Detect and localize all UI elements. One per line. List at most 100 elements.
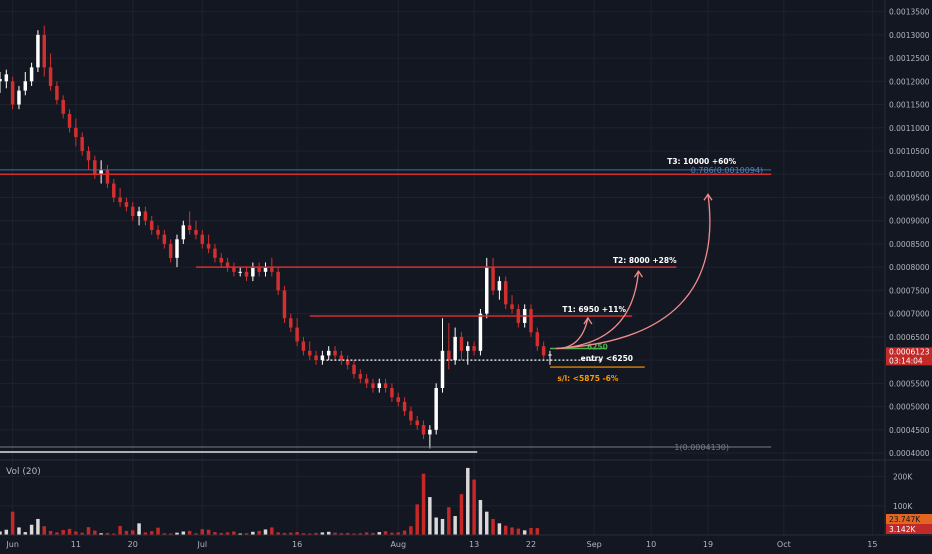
entry-label: entry <6250 xyxy=(581,354,633,363)
candle-body xyxy=(301,341,306,351)
time-tick-label: 15 xyxy=(867,540,877,549)
level-6250-label: 6250 xyxy=(587,342,608,351)
candle-body xyxy=(4,74,9,82)
candle-body xyxy=(219,257,223,263)
time-tick-label: Aug xyxy=(390,540,406,549)
price-tick-label: 0.0004000 xyxy=(889,449,930,458)
volume-bar xyxy=(86,527,91,535)
candle-body xyxy=(453,336,457,361)
time-tick-label: 11 xyxy=(71,540,81,549)
volume-bar xyxy=(345,532,350,535)
candle-body xyxy=(491,267,495,291)
candle-body xyxy=(162,234,167,244)
volume-bar xyxy=(314,532,318,535)
candle-body xyxy=(289,318,293,328)
volume-bar xyxy=(131,530,135,535)
volume-bar xyxy=(434,517,438,535)
volume-bar xyxy=(213,532,217,535)
last-price-value: 0.0006123 xyxy=(889,347,930,356)
volume-bar xyxy=(99,533,103,535)
volume-bar xyxy=(42,526,46,535)
candle-body xyxy=(308,350,312,356)
t3-arrow-head xyxy=(703,193,713,201)
time-tick-label: 22 xyxy=(526,540,536,549)
volume-bar xyxy=(143,532,148,535)
candle-body xyxy=(10,81,15,105)
volume-label: Vol (20) xyxy=(6,467,41,477)
volume-bar xyxy=(124,530,129,535)
t2-arrow-head xyxy=(633,270,644,278)
volume-bar xyxy=(29,524,34,535)
volume-bar xyxy=(466,467,470,535)
candle-body xyxy=(270,267,274,272)
volume-bar xyxy=(263,529,268,535)
volume-bar xyxy=(17,527,21,535)
candle-body xyxy=(137,211,141,217)
candle-body xyxy=(74,127,78,138)
candle-body xyxy=(156,230,160,235)
volume-bar xyxy=(93,530,97,535)
volume-bar xyxy=(295,532,299,535)
time-tick-label: Sep xyxy=(587,540,602,549)
price-tick-label: 0.0010500 xyxy=(889,147,930,156)
volume-bar xyxy=(137,523,141,535)
volume-bar xyxy=(74,531,78,535)
volume-bar xyxy=(23,532,28,535)
candle-body xyxy=(131,206,135,217)
volume-bar xyxy=(0,531,2,535)
volume-bar xyxy=(168,533,173,535)
candle-body xyxy=(99,169,103,175)
candle-body xyxy=(200,234,205,244)
t3-label: T3: 10000 +60% xyxy=(667,157,736,166)
last-price-countdown: 03:14:04 xyxy=(889,356,923,365)
last-price-tag: 0.0006123 03:14:04 xyxy=(886,347,932,366)
volume-bar xyxy=(415,504,419,535)
volume-bar xyxy=(61,530,65,535)
volume-bars xyxy=(0,467,540,535)
candle-body xyxy=(232,267,236,272)
volume-bar xyxy=(320,532,325,535)
price-tick-label: 0.0006500 xyxy=(889,333,930,342)
candle-body xyxy=(497,281,502,291)
time-tick-label: 19 xyxy=(703,540,713,549)
price-tick-label: 0.0013000 xyxy=(889,31,930,40)
candle-body xyxy=(175,239,179,258)
volume-bar xyxy=(308,533,312,535)
price-tick-label: 0.0007000 xyxy=(889,310,930,319)
candle-body xyxy=(55,85,59,100)
volume-bar xyxy=(270,527,274,535)
volume-last-value-2: 3.142K xyxy=(889,525,916,534)
price-tick-label: 0.0008000 xyxy=(889,263,930,272)
volume-bar xyxy=(105,532,110,535)
t3-arrow xyxy=(556,194,711,350)
volume-bar xyxy=(232,531,236,535)
price-tick-label: 0.0005500 xyxy=(889,379,930,388)
volume-bar xyxy=(238,533,242,535)
target-arrows xyxy=(556,193,713,350)
volume-bar xyxy=(112,533,116,535)
volume-last-value-1: 23.747K xyxy=(889,515,921,524)
candle-body xyxy=(333,350,337,356)
volume-bar xyxy=(48,530,53,535)
candle-body xyxy=(48,67,53,86)
volume-bar xyxy=(225,532,230,535)
volume-bar xyxy=(301,533,306,535)
candle-body xyxy=(238,271,242,273)
candle-body xyxy=(415,420,419,426)
candle-body xyxy=(352,364,356,375)
candle-body xyxy=(390,387,394,398)
t2-label: T2: 8000 +28% xyxy=(613,256,677,265)
volume-bar xyxy=(326,531,331,535)
candle-body xyxy=(149,220,154,230)
volume-bar xyxy=(162,533,167,535)
volume-bar xyxy=(485,511,489,535)
volume-bar xyxy=(358,533,363,535)
t1-arrow-head xyxy=(583,316,593,325)
candle-body xyxy=(503,281,508,305)
candle-body xyxy=(194,230,198,235)
candle-body xyxy=(320,355,325,361)
volume-bar xyxy=(377,532,382,535)
volume-bar xyxy=(118,525,122,535)
